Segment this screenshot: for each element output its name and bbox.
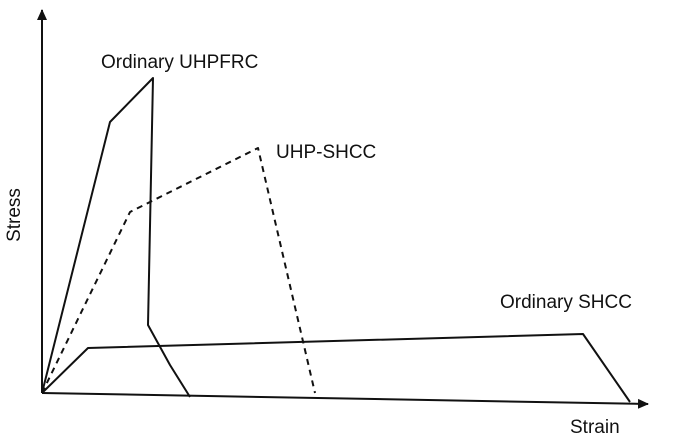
y-axis-label: Stress [4,188,25,242]
uhp-shcc-curve [41,147,316,394]
x-axis-label: Strain [570,417,620,438]
x-axis [41,392,649,409]
curve-label: Ordinary UHPFRC [101,52,258,73]
curve-label: Ordinary SHCC [500,292,632,313]
ordinary-shcc-curve [41,333,631,403]
curve-label: UHP-SHCC [276,142,376,163]
